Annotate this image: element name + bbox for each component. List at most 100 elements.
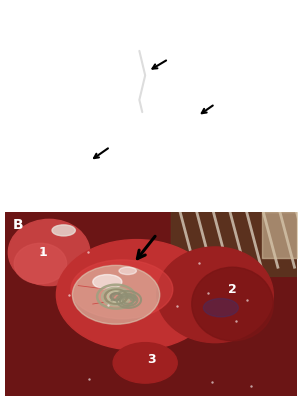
Point — [38, 117, 43, 124]
Point — [214, 28, 219, 34]
Point — [213, 190, 217, 197]
Point — [200, 100, 205, 107]
Point — [210, 378, 215, 385]
Point — [259, 60, 264, 66]
Point — [213, 34, 217, 40]
Point — [197, 260, 202, 266]
Point — [205, 71, 210, 77]
Point — [96, 176, 101, 182]
Point — [206, 290, 210, 296]
Point — [221, 95, 226, 101]
Point — [32, 38, 37, 44]
Point — [211, 36, 216, 43]
Point — [286, 52, 291, 58]
Text: B: B — [13, 218, 23, 232]
Point — [127, 86, 132, 92]
Point — [192, 197, 197, 203]
Point — [259, 84, 264, 91]
Text: 3: 3 — [147, 353, 155, 366]
Point — [253, 140, 258, 147]
Point — [184, 102, 189, 108]
Point — [201, 156, 206, 162]
Point — [163, 23, 168, 30]
Point — [130, 6, 134, 12]
Point — [114, 129, 118, 136]
Point — [105, 115, 110, 122]
Point — [221, 146, 226, 152]
Point — [26, 60, 31, 66]
Point — [120, 182, 124, 189]
Point — [120, 105, 124, 111]
Ellipse shape — [157, 247, 273, 343]
Point — [21, 109, 25, 115]
Point — [90, 54, 95, 60]
Point — [174, 303, 179, 309]
Point — [158, 174, 162, 180]
Point — [15, 95, 20, 101]
Point — [163, 84, 168, 91]
Point — [77, 72, 82, 79]
Ellipse shape — [8, 219, 90, 286]
Point — [71, 80, 76, 86]
Point — [271, 80, 276, 87]
Point — [88, 88, 92, 94]
Point — [71, 196, 76, 202]
Point — [9, 74, 14, 80]
Ellipse shape — [52, 225, 75, 236]
Point — [18, 23, 22, 30]
Point — [67, 292, 72, 298]
Point — [85, 101, 89, 107]
Point — [32, 64, 37, 70]
Point — [186, 125, 191, 132]
Point — [93, 94, 98, 101]
Point — [244, 297, 249, 303]
Point — [265, 48, 270, 54]
Point — [104, 186, 109, 192]
Point — [140, 190, 145, 197]
Point — [96, 184, 101, 190]
Ellipse shape — [14, 243, 66, 284]
Point — [40, 142, 45, 148]
Point — [163, 70, 168, 76]
Point — [242, 134, 246, 140]
Point — [230, 23, 235, 30]
Ellipse shape — [204, 298, 238, 317]
Point — [125, 89, 130, 96]
Point — [271, 68, 276, 74]
Point — [98, 36, 103, 43]
Point — [143, 166, 148, 172]
Point — [162, 39, 166, 46]
Point — [242, 40, 246, 46]
Point — [67, 135, 72, 142]
Point — [134, 170, 139, 176]
Point — [178, 170, 183, 177]
Point — [104, 137, 108, 144]
Point — [9, 54, 14, 60]
Point — [95, 66, 100, 73]
Point — [157, 176, 162, 182]
Point — [149, 95, 153, 101]
Point — [184, 162, 188, 168]
FancyBboxPatch shape — [171, 194, 302, 276]
Point — [152, 7, 156, 14]
Point — [18, 166, 22, 172]
Point — [47, 84, 52, 91]
Point — [250, 80, 255, 87]
Ellipse shape — [113, 343, 177, 383]
Point — [287, 94, 292, 100]
Point — [149, 136, 154, 142]
Point — [12, 186, 17, 193]
Point — [154, 34, 159, 40]
Point — [192, 48, 197, 54]
Point — [280, 54, 284, 60]
Point — [39, 249, 44, 255]
Point — [134, 19, 139, 26]
Point — [118, 90, 123, 97]
Point — [67, 34, 72, 40]
Point — [87, 376, 92, 382]
Point — [56, 95, 60, 101]
Point — [56, 173, 61, 179]
Point — [109, 133, 114, 140]
Point — [143, 162, 148, 168]
Point — [154, 150, 159, 156]
